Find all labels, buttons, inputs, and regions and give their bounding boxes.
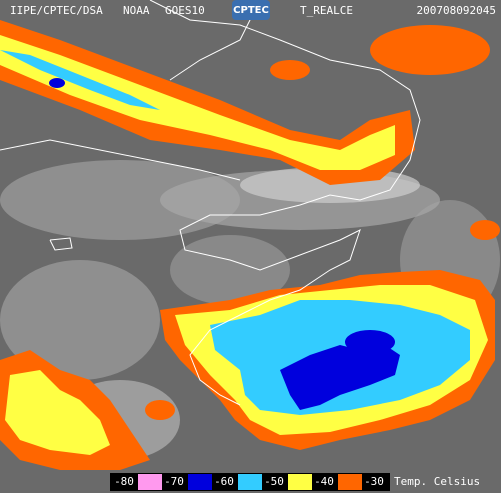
- legend: Temp. Celsius -80 -70 -60 -50 -40 -30: [110, 473, 480, 491]
- header-satellite: GOES10: [165, 4, 205, 17]
- legend-label: -30: [364, 475, 384, 488]
- legend-label: -40: [314, 475, 334, 488]
- clouds: [0, 20, 500, 470]
- header-timestamp: 200708092045: [417, 4, 496, 17]
- legend-label: -80: [114, 475, 134, 488]
- legend-swatch: [338, 474, 362, 490]
- legend-swatch: [238, 474, 262, 490]
- logo-box: [232, 0, 270, 20]
- header-product: T_REALCE: [300, 4, 353, 17]
- header-agency: NOAA: [123, 4, 150, 17]
- legend-swatch: [138, 474, 162, 490]
- legend-label: -60: [214, 475, 234, 488]
- legend-swatch: [188, 474, 212, 490]
- legend-swatch: [288, 474, 312, 490]
- legend-caption: Temp. Celsius: [394, 475, 480, 488]
- legend-label: -70: [164, 475, 184, 488]
- legend-label: -50: [264, 475, 284, 488]
- logo: CPTEC: [233, 5, 269, 16]
- header-source: IIPE/CPTEC/DSA: [10, 4, 103, 17]
